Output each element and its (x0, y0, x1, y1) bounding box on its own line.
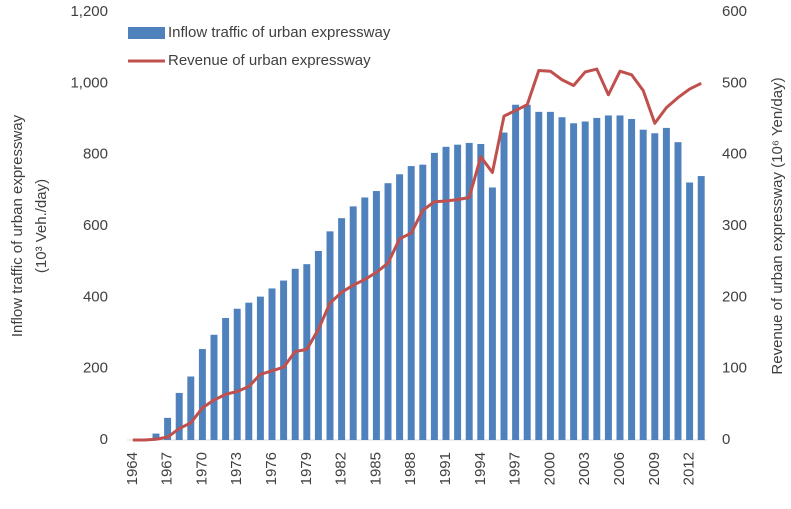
bar (488, 187, 496, 440)
bar (187, 376, 195, 440)
bar (465, 142, 473, 440)
x-tick-label: 1973 (228, 452, 245, 485)
x-tick-label: 2006 (611, 452, 628, 485)
x-tick-label: 2012 (681, 452, 698, 485)
y2-tick-label: 200 (722, 288, 747, 305)
y2-tick-label: 0 (722, 431, 730, 448)
bar (326, 231, 334, 440)
bar (686, 182, 694, 440)
bar (152, 433, 160, 440)
bar (407, 166, 415, 440)
bar (338, 218, 346, 440)
x-tick-label: 1976 (263, 452, 280, 485)
bar (697, 176, 705, 441)
bar (651, 133, 659, 440)
x-tick-label: 1982 (333, 452, 350, 485)
bar (616, 115, 624, 440)
x-tick-label: 1997 (507, 452, 524, 485)
bar (314, 250, 322, 440)
y2-tick-label: 500 (722, 74, 747, 91)
bar (280, 280, 288, 440)
bar (546, 111, 554, 440)
x-tick-label: 2003 (576, 452, 593, 485)
bar (361, 197, 369, 440)
bar (175, 392, 183, 440)
x-tick-label: 1988 (402, 452, 419, 485)
bar (303, 264, 311, 440)
y-tick-label: 400 (83, 288, 108, 305)
bar (628, 119, 636, 440)
bar (164, 417, 172, 440)
y2-tick-label: 100 (722, 360, 747, 377)
bar (581, 121, 589, 440)
y2-tick-label: 300 (722, 217, 747, 234)
bar (639, 129, 647, 440)
line (132, 67, 702, 442)
bar (245, 302, 253, 440)
x-tick-label: 1967 (159, 452, 176, 485)
y-tick-label: 0 (100, 431, 108, 448)
bar (523, 104, 531, 440)
x-tick-label: 1991 (437, 452, 454, 485)
y-tick-label: 1,000 (70, 74, 108, 91)
bar (512, 104, 520, 440)
bar (233, 308, 241, 440)
bar (210, 334, 218, 440)
y2-tick-label: 400 (722, 146, 747, 163)
bar (349, 206, 357, 440)
bar (477, 143, 485, 440)
bar (268, 288, 276, 440)
legend-swatch (128, 27, 165, 39)
y-tick-label: 200 (83, 360, 108, 377)
y2-tick-label: 600 (722, 3, 747, 20)
bar (500, 132, 508, 440)
bar (662, 127, 670, 441)
x-tick-label: 1994 (472, 452, 489, 485)
y2-axis-title: Revenue of urban expressway (10⁶ Yen/day… (769, 77, 786, 374)
x-tick-label: 2000 (541, 452, 558, 485)
y-tick-label: 1,200 (70, 3, 108, 20)
bar (558, 117, 566, 440)
bar (442, 146, 450, 440)
legend-label: Inflow traffic of urban expressway (168, 24, 391, 41)
bar (674, 142, 682, 440)
bar (256, 296, 264, 440)
y-tick-label: 800 (83, 146, 108, 163)
y-axis-title: Inflow traffic of urban expressway (9, 114, 26, 337)
bar (535, 111, 543, 440)
bar (604, 115, 612, 440)
x-tick-label: 1979 (298, 452, 315, 485)
bar (454, 144, 462, 440)
bar (198, 349, 206, 440)
bar (291, 268, 299, 440)
bar (430, 152, 438, 440)
y-tick-label: 600 (83, 217, 108, 234)
bar (570, 123, 578, 440)
y-axis-title: (10³ Veh./day) (33, 179, 50, 273)
bar (593, 117, 601, 441)
legend-label: Revenue of urban expressway (168, 52, 371, 69)
bar (222, 318, 230, 440)
x-tick-label: 1964 (124, 452, 141, 485)
x-tick-label: 1985 (367, 452, 384, 485)
bar (396, 174, 404, 441)
x-tick-label: 1970 (193, 452, 210, 485)
bar (372, 191, 380, 440)
x-tick-label: 2009 (646, 452, 663, 485)
bar (384, 183, 392, 440)
bar (419, 164, 427, 441)
